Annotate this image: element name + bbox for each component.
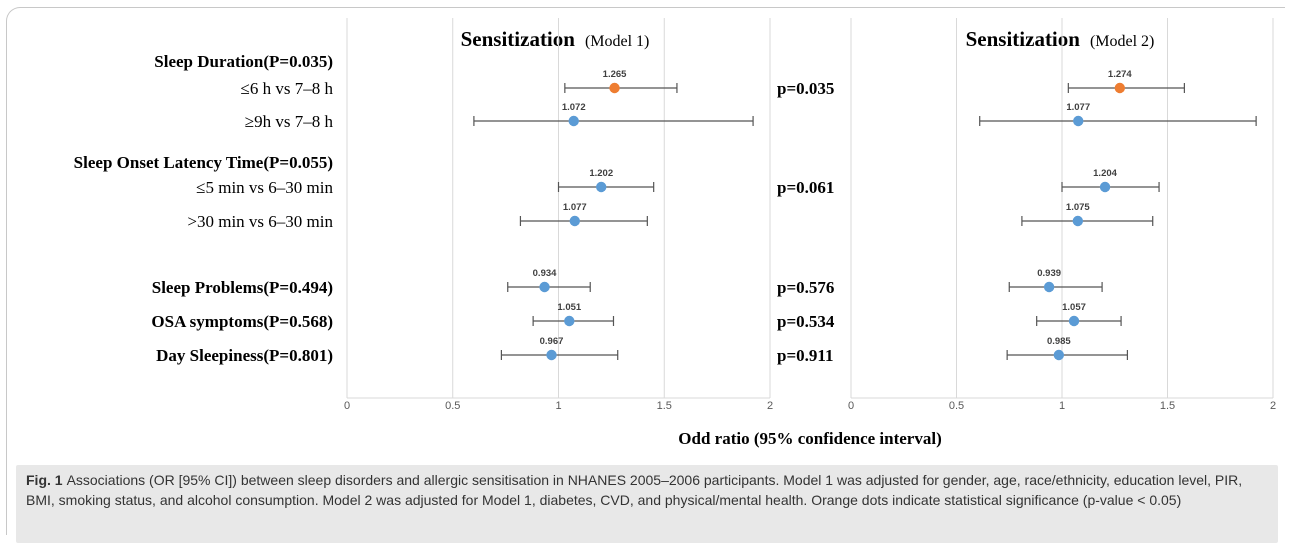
chart1-point-1 xyxy=(568,115,579,127)
figure-frame xyxy=(6,7,1285,535)
chart2-data-label-3: 1.075 xyxy=(1066,202,1090,213)
chart1-point-5 xyxy=(564,315,575,327)
chart1-tick-label-1: 0.5 xyxy=(445,400,460,412)
row-label-1: ≤6 h vs 7–8 h xyxy=(241,79,334,98)
pvalue-label-2: p=0.576 xyxy=(777,278,834,297)
chart1-point-3 xyxy=(569,215,580,227)
chart2-title-model: (Model 2) xyxy=(1090,33,1154,50)
chart1-point-2 xyxy=(596,181,607,193)
chart2-title: Sensitization (Model 2) xyxy=(966,27,1155,51)
row-label-4: ≤5 min vs 6–30 min xyxy=(196,178,333,197)
chart2-point-4 xyxy=(1043,281,1055,293)
row-label-7: OSA symptoms(P=0.568) xyxy=(151,312,333,331)
chart2-point-5 xyxy=(1068,315,1080,327)
chart1-title: Sensitization (Model 1) xyxy=(461,27,650,51)
chart1-data-label-1: 1.072 xyxy=(562,102,586,113)
chart1-panel: 0 0.5 1 1.5 2 1.265 1.072 1.202 1.077 0.934 1.051 0… xyxy=(344,18,773,412)
chart2-point-0 xyxy=(1114,82,1126,94)
forest-plots: Sensitization (Model 1) Sensitization (M… xyxy=(74,18,1276,448)
chart2-tick-label-2: 1 xyxy=(1059,400,1065,412)
row-label-2: ≥9h vs 7–8 h xyxy=(245,112,334,131)
chart2-tick-label-1: 0.5 xyxy=(949,400,964,412)
chart1-data-label-6: 0.967 xyxy=(540,336,564,347)
chart2-tick-label-0: 0 xyxy=(848,400,854,412)
pvalue-label-0: p=0.035 xyxy=(777,79,834,98)
chart1-title-model: (Model 1) xyxy=(585,33,649,50)
chart2-point-1 xyxy=(1073,115,1084,127)
chart2-tick-label-3: 1.5 xyxy=(1160,400,1175,412)
chart2-point-6 xyxy=(1053,349,1065,361)
chart1-point-4 xyxy=(539,281,550,293)
chart1-data-label-4: 0.934 xyxy=(533,268,557,279)
chart1-tick-label-2: 1 xyxy=(555,400,561,412)
chart2-title-main: Sensitization xyxy=(966,27,1081,51)
chart2-data-label-6: 0.985 xyxy=(1047,336,1071,347)
row-label-3: Sleep Onset Latency Time(P=0.055) xyxy=(74,153,333,172)
pvalue-label-3: p=0.534 xyxy=(777,312,835,331)
chart2-point-2 xyxy=(1099,181,1111,193)
pvalue-label-1: p=0.061 xyxy=(777,178,834,197)
figure-caption: Fig. 1 Associations (OR [95% CI]) between… xyxy=(16,465,1278,543)
chart2-data-label-5: 1.057 xyxy=(1062,302,1086,313)
row-labels: Sleep Duration(P=0.035) ≤6 h vs 7–8 h ≥9h … xyxy=(74,52,334,365)
chart2-panel: 0 0.5 1 1.5 2 1.274 1.077 1.204 1.075 0.939 1.057 0… xyxy=(848,18,1276,412)
chart2-data-label-2: 1.204 xyxy=(1093,168,1117,179)
chart1-tick-label-4: 2 xyxy=(767,400,773,412)
chart1-data-label-2: 1.202 xyxy=(589,168,613,179)
row-label-5: >30 min vs 6–30 min xyxy=(187,212,333,231)
chart1-data-label-0: 1.265 xyxy=(603,69,627,80)
chart2-data-label-4: 0.939 xyxy=(1037,268,1061,279)
pvalue-label-4: p=0.911 xyxy=(777,346,833,365)
chart1-data-label-3: 1.077 xyxy=(563,202,587,213)
row-label-0: Sleep Duration(P=0.035) xyxy=(154,52,333,71)
chart1-point-6 xyxy=(546,349,557,361)
chart2-data-label-1: 1.077 xyxy=(1066,102,1090,113)
row-label-6: Sleep Problems(P=0.494) xyxy=(152,278,333,297)
chart1-tick-label-3: 1.5 xyxy=(657,400,672,412)
row-label-8: Day Sleepiness(P=0.801) xyxy=(156,346,333,365)
caption-label: Fig. 1 xyxy=(26,472,63,488)
chart1-data-label-5: 1.051 xyxy=(557,302,581,313)
chart1-point-0 xyxy=(609,82,620,94)
chart2-data-label-0: 1.274 xyxy=(1108,69,1132,80)
caption-text: Associations (OR [95% CI]) between sleep… xyxy=(26,472,1243,508)
chart1-title-main: Sensitization xyxy=(461,27,576,51)
model2-pvalue-labels: p=0.035 p=0.061 p=0.576 p=0.534 p=0.911 xyxy=(777,79,835,365)
chart2-tick-label-4: 2 xyxy=(1270,400,1276,412)
x-axis-label: Odd ratio (95% confidence interval) xyxy=(678,429,941,448)
chart2-point-3 xyxy=(1072,215,1084,227)
chart1-tick-label-0: 0 xyxy=(344,400,350,412)
